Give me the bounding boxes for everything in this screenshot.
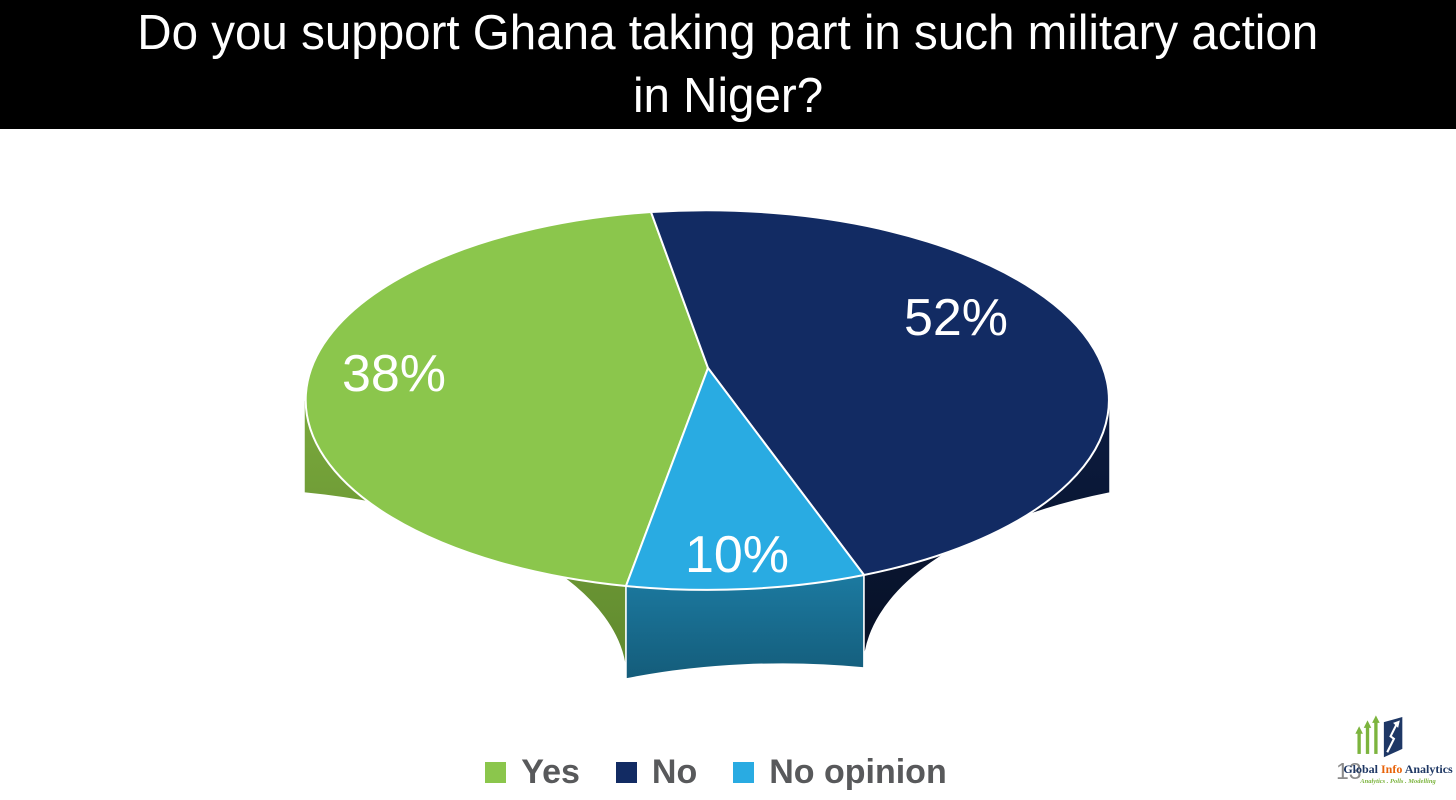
logo-tagline: Analytics . Polls . Modelling [1360,778,1436,785]
legend-swatch-no [615,761,637,783]
legend-item-yes: Yes [485,752,580,792]
legend-label-no-opinion: No opinion [769,753,947,791]
data-label-yes: 38% [341,345,447,403]
pie-slice-yes [304,211,709,587]
legend-item-no: No [615,752,698,792]
pie-chart-area: 38% 52% 10% [0,129,1456,800]
logo-brand-global: Global [1343,762,1381,776]
legend-label-no: No [651,753,698,791]
title-bar: Do you support Ghana taking part in such… [0,0,1456,129]
logo-brand-text: Global Info Analytics [1340,762,1456,776]
legend-swatch-yes [485,761,507,783]
legend-swatch-no-opinion [733,761,755,783]
pie-slice-no-opinion [625,367,865,591]
chart-legend: Yes No No opinion [0,752,1432,792]
pie-slice-no [650,209,1110,576]
logo-mark-icon [1355,715,1403,758]
slide-title-line2: in Niger? [632,68,824,123]
legend-label-yes: Yes [521,753,580,791]
data-label-no-opinion: 10% [684,526,790,584]
panel-arrow-icon [1383,717,1403,758]
page-number: 13 [1336,758,1362,784]
company-logo: 13 Global Info Analytics Analytics . Pol… [1336,710,1456,798]
legend-item-no-opinion: No opinion [733,752,947,792]
data-label-no: 52% [903,289,1009,347]
logo-brand-info: Info [1381,762,1405,776]
growth-arrows-icon [1355,715,1380,754]
slide-title-line1: Do you support Ghana taking part in such… [137,5,1319,60]
logo-brand-analytics: Analytics [1404,762,1453,776]
